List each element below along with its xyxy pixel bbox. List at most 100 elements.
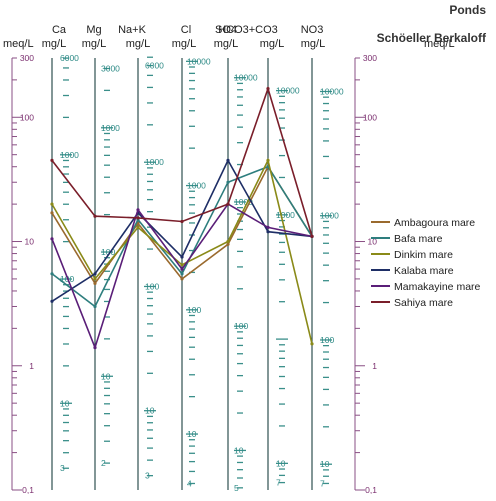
series-point [266,158,270,162]
axis-tick-label: 7 [276,478,281,488]
series-point [180,277,184,281]
series-point [50,211,54,215]
series-point [93,281,97,285]
axis-tick-label: 3 [145,471,150,481]
axis-tick-label: 1000 [276,210,295,220]
series-point [180,255,184,259]
axis-tick-label: 6000 [60,53,79,63]
axis-tick-label: 6000 [145,61,164,71]
series-point [226,242,230,246]
left-meq-tick-label: 0,1 [22,485,34,495]
axis-tick-label: 7 [320,478,325,488]
right-meq-tick-label: 0,1 [365,485,377,495]
series-point [93,304,97,309]
series-point [180,263,184,267]
right-meq-tick-label: 10 [368,237,378,247]
axis-tick-label: 100 [187,305,201,315]
series-point [93,346,97,350]
axis-tick-label: 10 [60,398,70,408]
axis-tick-label: 10000 [234,73,258,83]
axis-unit-4: mg/L [214,38,238,50]
series-point [310,342,314,346]
series-point [136,208,140,212]
series-point [180,272,184,276]
series-point [180,267,184,271]
axis-unit-3: mg/L [172,38,196,50]
series-point [310,234,314,238]
legend-entry-3: Kalaba mare [394,265,454,277]
axis-tick-label: 1000 [234,197,253,207]
legend-entry-5: Sahiya mare [394,297,453,309]
axis-tick-label: 1000 [101,123,120,133]
legend-entry-0: Ambagoura mare [394,217,475,229]
axis-tick-label: 1000 [320,211,339,221]
left-meq-tick-label: 10 [25,237,35,247]
series-point [226,158,230,162]
legend: Ambagoura mare Bafa mare Dinkim mare Kalaba… [371,217,481,309]
axis-tick-label: 10 [187,429,197,439]
axis-tick-label: 3 [60,463,65,473]
series-point [50,158,54,162]
axis-tick-label: 100 [101,247,115,257]
axis-tick-label: 10 [145,406,155,416]
series-point [93,214,97,218]
series-point [266,225,270,229]
axis-tick-label: 10000 [320,86,344,96]
axis-tick-label: 1000 [187,181,206,191]
right-meq-tick-label: 300 [363,53,377,63]
series-point [93,272,97,276]
axis-unit-5: mg/L [260,38,284,50]
axis-tick-label: 10 [276,458,286,468]
series-layer [50,85,314,351]
axis-name-5: HCO3+CO3 [218,24,278,36]
chart-title: Ponds [449,3,486,17]
series-point [226,202,230,206]
right-unit-label: meq/L [424,38,455,50]
left-meq-tick-label: 300 [20,53,34,63]
axis-name-2: Na+K [118,24,146,36]
axis-unit-2: mg/L [126,38,150,50]
axis-tick-label: 100 [234,321,248,331]
legend-entry-2: Dinkim mare [394,249,453,261]
axis-unit-0: mg/L [42,38,66,50]
left-meq-tick-label: 1 [29,361,34,371]
series-point [180,219,184,224]
series-point [136,225,140,229]
left-meq-tick-label: 100 [20,112,34,122]
axis-name-4: SO4 [215,24,237,36]
series-point [136,216,140,220]
axis-tick-label: 10000 [276,86,300,96]
left-unit-label: meq/L [3,38,34,50]
axis-tick-label: 2 [101,458,106,468]
axis-tick-label: 100 [145,281,159,291]
axis-unit-6: mg/L [301,38,325,50]
axis-name-1: Mg [86,24,101,36]
axis-tick-label: 1000 [145,157,164,167]
legend-entry-1: Bafa mare [394,233,443,245]
right-meq-tick-label: 1 [372,361,377,371]
axis-name-3: Cl [181,24,191,36]
axis-tick-label: 100 [320,335,334,345]
series-point [266,230,270,234]
axis-tick-label: 4 [187,478,192,488]
axis-unit-1: mg/L [82,38,106,50]
axis-tick-label: 10 [234,445,244,455]
axis-tick-label: 5 [234,483,239,493]
right-meq-tick-label: 100 [363,112,377,122]
axis-name-0: Ca [52,24,67,36]
series-point [93,277,97,281]
legend-entry-4: Mamakayine mare [394,281,481,293]
series-point [266,87,270,91]
axis-tick-label: 1000 [60,150,79,160]
series-point [50,202,54,206]
axis-tick-label: 10000 [187,56,211,66]
series-point [226,180,230,184]
series-point [50,272,54,276]
axis-tick-label: 10 [101,371,111,381]
axis-name-6: NO3 [301,24,324,36]
series-point [50,299,54,303]
axis-tick-label: 10 [320,459,330,469]
